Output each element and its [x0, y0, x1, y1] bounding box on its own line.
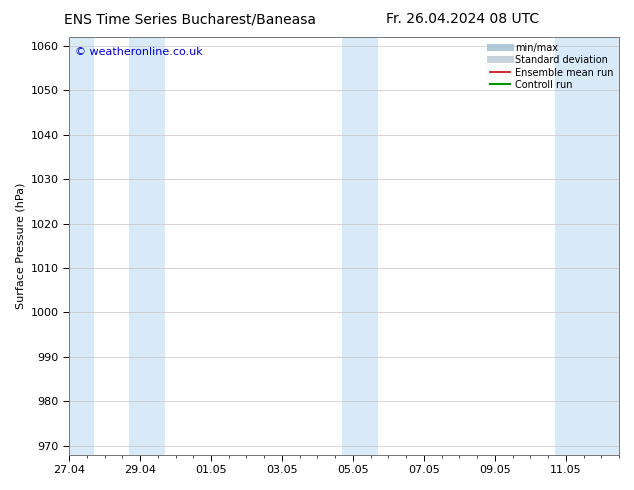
Bar	[69, 37, 94, 455]
Bar	[555, 37, 619, 455]
Text: © weatheronline.co.uk: © weatheronline.co.uk	[75, 48, 202, 57]
Bar	[129, 37, 165, 455]
Bar	[342, 37, 378, 455]
Text: ENS Time Series Bucharest/Baneasa: ENS Time Series Bucharest/Baneasa	[64, 12, 316, 26]
Y-axis label: Surface Pressure (hPa): Surface Pressure (hPa)	[15, 183, 25, 309]
Legend: min/max, Standard deviation, Ensemble mean run, Controll run: min/max, Standard deviation, Ensemble me…	[486, 39, 617, 94]
Text: Fr. 26.04.2024 08 UTC: Fr. 26.04.2024 08 UTC	[386, 12, 540, 26]
